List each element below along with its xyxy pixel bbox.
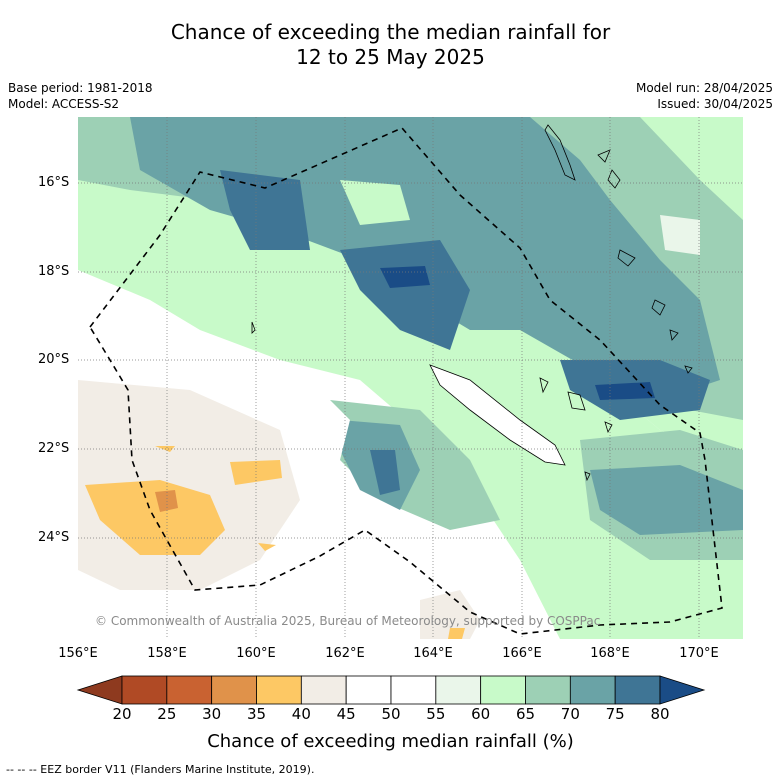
- colorbar-tick-label: 75: [605, 705, 625, 723]
- lon-label-166e: 166°E: [502, 646, 542, 661]
- base-period: Base period: 1981-2018: [8, 81, 153, 95]
- contour-70-75-east: [590, 465, 743, 535]
- colorbar-segment: [614, 675, 661, 705]
- new-caledonia-island: [429, 364, 566, 466]
- colorbar-tick-label: 25: [157, 705, 177, 723]
- colorbar-tick-label: 70: [560, 705, 580, 723]
- issued-date: Issued: 30/04/2025: [657, 97, 773, 111]
- colorbar-segment: [390, 675, 437, 705]
- island-f: [567, 391, 586, 411]
- contour-75-80-b: [340, 240, 470, 350]
- model-name: Model: ACCESS-S2: [8, 97, 120, 111]
- colorbar-tick-label: 35: [246, 705, 267, 723]
- eez-border: [89, 127, 723, 635]
- contour-60-65-patch: [340, 180, 410, 225]
- colorbar-extend-low: [76, 675, 123, 705]
- island-b: [607, 169, 621, 189]
- colorbar-tick-label: 55: [426, 705, 446, 723]
- colorbar-segment: [345, 675, 392, 705]
- island-e: [669, 329, 679, 341]
- colorbar-segment: [166, 675, 213, 705]
- island-d: [651, 299, 666, 316]
- model-run: Model run: 28/04/2025: [635, 81, 773, 95]
- title-line-2: 12 to 25 May 2025: [296, 45, 485, 69]
- lon-label-170e: 170°E: [679, 646, 719, 661]
- meta-left: Base period: 1981-2018 Model: ACCESS-S2: [8, 80, 153, 112]
- lat-label-22s: 22°S: [38, 441, 70, 456]
- colorbar-segment: [121, 675, 168, 705]
- island-i: [684, 365, 693, 374]
- contour-80-plus-b: [595, 382, 655, 400]
- lon-label-156e: 156°E: [58, 646, 98, 661]
- lon-label-164e: 164°E: [413, 646, 453, 661]
- colorbar-tick-label: 50: [381, 705, 401, 723]
- contour-30-35: [155, 490, 178, 512]
- title-line-1: Chance of exceeding the median rainfall …: [170, 20, 611, 44]
- lon-label-158e: 158°E: [147, 646, 187, 661]
- copyright-notice: © Commonwealth of Australia 2025, Bureau…: [95, 614, 601, 628]
- colorbar-segment: [211, 675, 257, 705]
- lon-label-162e: 162°E: [325, 646, 365, 661]
- island-a: [597, 149, 611, 163]
- contour-75-80-a: [220, 170, 310, 250]
- colorbar-tick-label: 45: [336, 705, 356, 723]
- map-title: Chance of exceeding the median rainfall …: [0, 20, 781, 70]
- colorbar-extend-high: [659, 675, 706, 705]
- colorbar-tick-label: 60: [471, 705, 491, 723]
- colorbar-segment: [256, 675, 302, 705]
- colorbar-segment: [525, 675, 571, 705]
- island-g: [539, 377, 549, 394]
- lat-label-18s: 18°S: [38, 264, 70, 279]
- colorbar-tick-label: 20: [112, 705, 132, 723]
- colorbar-title: Chance of exceeding median rainfall (%): [207, 731, 574, 752]
- contour-35-40-south: [448, 628, 465, 639]
- contour-80-plus-a: [380, 266, 430, 288]
- colorbar-segment: [480, 675, 526, 705]
- lat-label-24s: 24°S: [38, 530, 70, 545]
- contour-35-40-b: [230, 460, 282, 485]
- contour-75-80-d: [370, 450, 400, 495]
- contour-55-60-patch: [660, 215, 700, 255]
- island-k: [584, 471, 591, 482]
- island-h: [604, 421, 613, 434]
- colorbar-tick-label: 65: [515, 705, 536, 723]
- contour-60-65: [78, 150, 743, 639]
- contour-40-45-south: [420, 590, 480, 639]
- graticule: [78, 117, 743, 639]
- lat-label-16s: 16°S: [38, 175, 70, 190]
- eez-legend-note: -- -- -- EEZ border V11 (Flanders Marine…: [6, 763, 315, 776]
- contour-35-40-c: [258, 543, 276, 551]
- island-c: [617, 249, 636, 267]
- island-j: [251, 321, 256, 334]
- lon-label-160e: 160°E: [236, 646, 276, 661]
- colorbar-segment: [300, 675, 347, 705]
- lon-label-168e: 168°E: [590, 646, 630, 661]
- map-plot-area: [78, 117, 743, 639]
- colorbar-segment: [435, 675, 482, 705]
- colorbar-segment: [569, 675, 616, 705]
- colorbar: [76, 675, 706, 705]
- lat-label-20s: 20°S: [38, 352, 70, 367]
- colorbar-tick-label: 80: [650, 705, 670, 723]
- vanuatu-north-island: [544, 124, 576, 181]
- colorbar-tick-label: 30: [202, 705, 222, 723]
- colorbar-tick-label: 40: [291, 705, 311, 723]
- meta-right: Model run: 28/04/2025 Issued: 30/04/2025: [636, 80, 773, 112]
